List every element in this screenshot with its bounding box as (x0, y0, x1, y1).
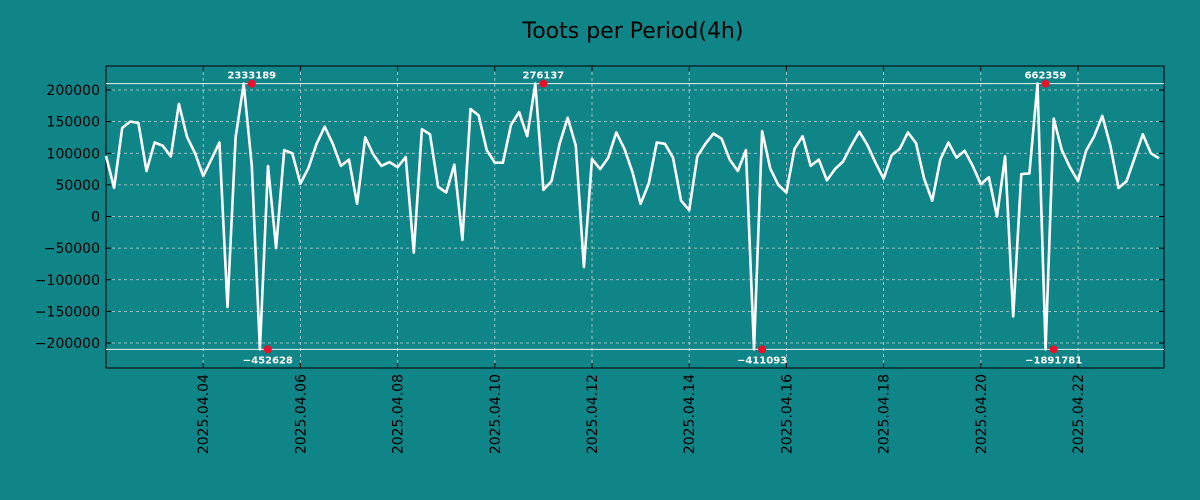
x-tick-label: 2025.04.06 (293, 374, 309, 454)
annotation-label: −411093 (737, 355, 787, 366)
annotations: 2333189 −452628 276137 −411093 662359 −189178… (227, 71, 1082, 367)
chart-title: Toots per Period(4h) (522, 19, 744, 44)
annotation-label: −1891781 (1025, 355, 1082, 366)
y-tick-label: −50000 (44, 241, 100, 257)
x-axis-ticks: 2025.04.04 2025.04.06 2025.04.08 2025.04.10… (196, 66, 1087, 454)
annotation-label: 662359 (1025, 71, 1067, 82)
y-tick-label: −200000 (35, 336, 100, 352)
x-tick-label: 2025.04.08 (391, 374, 407, 454)
annotation-label: 276137 (523, 71, 565, 82)
y-tick-label: −150000 (35, 304, 100, 320)
x-tick-label: 2025.04.20 (974, 374, 990, 454)
y-tick-label: −100000 (35, 273, 100, 289)
x-tick-label: 2025.04.16 (779, 374, 795, 454)
x-tick-label: 2025.04.22 (1071, 374, 1087, 454)
x-tick-label: 2025.04.04 (196, 374, 212, 454)
y-axis-ticks: 200000 150000 100000 50000 0 −50000 −100000 −15… (35, 83, 1164, 352)
extreme-marker (758, 345, 767, 354)
x-tick-label: 2025.04.12 (585, 374, 601, 454)
x-tick-label: 2025.04.10 (488, 374, 504, 454)
y-tick-label: 150000 (47, 115, 100, 131)
annotation-label: −452628 (243, 355, 293, 366)
grid (106, 66, 1164, 368)
y-tick-label: 0 (91, 210, 100, 226)
x-tick-label: 2025.04.18 (877, 374, 893, 454)
x-tick-label: 2025.04.14 (682, 374, 698, 454)
extreme-markers (247, 79, 1058, 354)
series-line (104, 82, 1160, 351)
y-tick-label: 200000 (47, 83, 100, 99)
plot-area (105, 65, 1165, 369)
reference-lines (106, 83, 1164, 350)
annotation-label: 2333189 (227, 71, 276, 82)
extreme-marker (247, 79, 256, 88)
extreme-marker (1049, 345, 1058, 354)
y-tick-label: 50000 (55, 178, 100, 194)
extreme-marker (1041, 79, 1050, 88)
series-group (104, 82, 1160, 351)
extreme-marker (263, 345, 272, 354)
y-tick-label: 100000 (47, 146, 100, 162)
extreme-marker (539, 79, 548, 88)
